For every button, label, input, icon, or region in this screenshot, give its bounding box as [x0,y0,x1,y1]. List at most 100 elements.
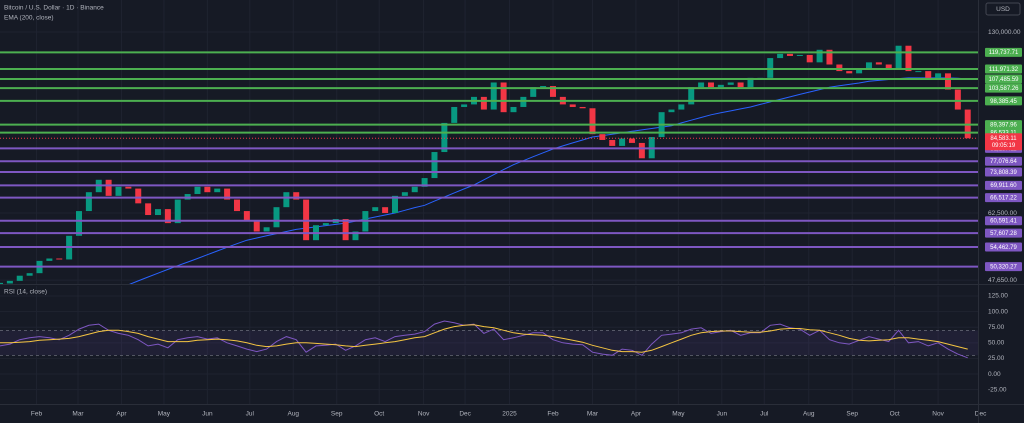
candle [490,82,497,110]
candle [777,53,784,59]
level-label-box [985,74,1022,84]
candle [382,207,389,214]
candle [283,192,290,208]
candle [865,62,872,69]
y-tick-label: 50.00 [988,340,1005,347]
candle [372,207,379,212]
candle [16,275,23,281]
candle [895,45,902,69]
candle [698,82,705,88]
level-label-box [985,96,1022,106]
candle [826,49,833,65]
candle [135,188,142,204]
level-label-box [985,242,1022,252]
candle [342,219,349,241]
x-tick-label: Mar [587,411,599,418]
x-tick-label: Dec [459,411,471,418]
candle [796,54,803,56]
candle [243,211,250,222]
level-label-box [985,262,1022,272]
candle [105,179,112,196]
x-tick-label: Apr [116,411,127,418]
currency-button[interactable] [985,2,1021,16]
level-label: 60,591.41 [990,219,1017,225]
x-tick-label: Nov [932,411,944,418]
candle [935,73,942,78]
candle [589,108,596,135]
candle [480,96,487,110]
x-tick-label: May [672,411,685,418]
candle [461,104,468,107]
candle [204,186,211,193]
candle [224,188,231,200]
candle [6,280,13,284]
candle [194,186,201,195]
level-label-box [985,64,1022,74]
level-label: 98,385.45 [990,99,1017,105]
x-tick-label: Jul [246,411,255,418]
level-label: 119,737.71 [989,50,1019,56]
x-tick-label: 2025 [502,411,517,418]
candle [579,106,586,109]
level-label: 69,911.60 [990,183,1017,189]
candle [441,122,448,153]
x-tick-label: Feb [31,411,43,418]
candle [925,71,932,78]
level-label-box [985,216,1022,226]
candle [510,106,517,113]
level-label: 89,397.96 [990,122,1017,128]
candle [263,227,270,232]
candle [125,186,132,189]
candle [451,106,458,123]
level-label: 57,607.28 [990,231,1017,237]
level-label: 107,485.59 [988,77,1019,83]
candle [233,199,240,212]
candle [421,178,428,187]
candle [145,203,152,216]
y-tick-label: 100.00 [988,308,1008,315]
candle [628,138,635,143]
level-label-box [985,83,1022,93]
candle [816,49,823,63]
candle [352,231,359,241]
candle [75,211,82,236]
candle [253,221,260,232]
currency-label[interactable]: USD [996,6,1010,13]
candle [678,104,685,110]
y-tick-label: 25.00 [988,355,1005,362]
candle [26,273,33,276]
candle [875,62,882,65]
candle [707,82,714,88]
chart-title: Bitcoin / U.S. Dollar · 1D · Binance [4,5,104,12]
candle [836,64,843,72]
candle [747,77,754,88]
candle [174,199,181,224]
candle [46,258,53,261]
x-tick-label: Feb [547,411,559,418]
candle [293,192,300,200]
level-label-box [985,180,1022,190]
candle [668,109,675,113]
candle [905,45,912,72]
candle [688,87,695,105]
candle [737,82,744,88]
candle [214,188,221,193]
candle [401,192,408,196]
candle [806,54,813,63]
candle [885,64,892,69]
x-tick-label: Jun [717,411,728,418]
x-tick-label: Apr [631,411,642,418]
candle [846,71,853,74]
candle [569,104,576,107]
axes: Feb Mar Apr May Jun Jul Aug Sep Oct Nov Dec 2025 Feb… [31,29,1022,418]
candle [954,89,961,110]
rsi-pane [0,286,978,404]
level-label: 54,462.79 [990,245,1017,251]
candle [391,195,398,214]
x-tick-label: Oct [890,411,900,418]
level-label-box [985,120,1022,130]
level-label: 103,587.26 [988,86,1019,92]
level-label: 73,808.39 [990,170,1017,176]
